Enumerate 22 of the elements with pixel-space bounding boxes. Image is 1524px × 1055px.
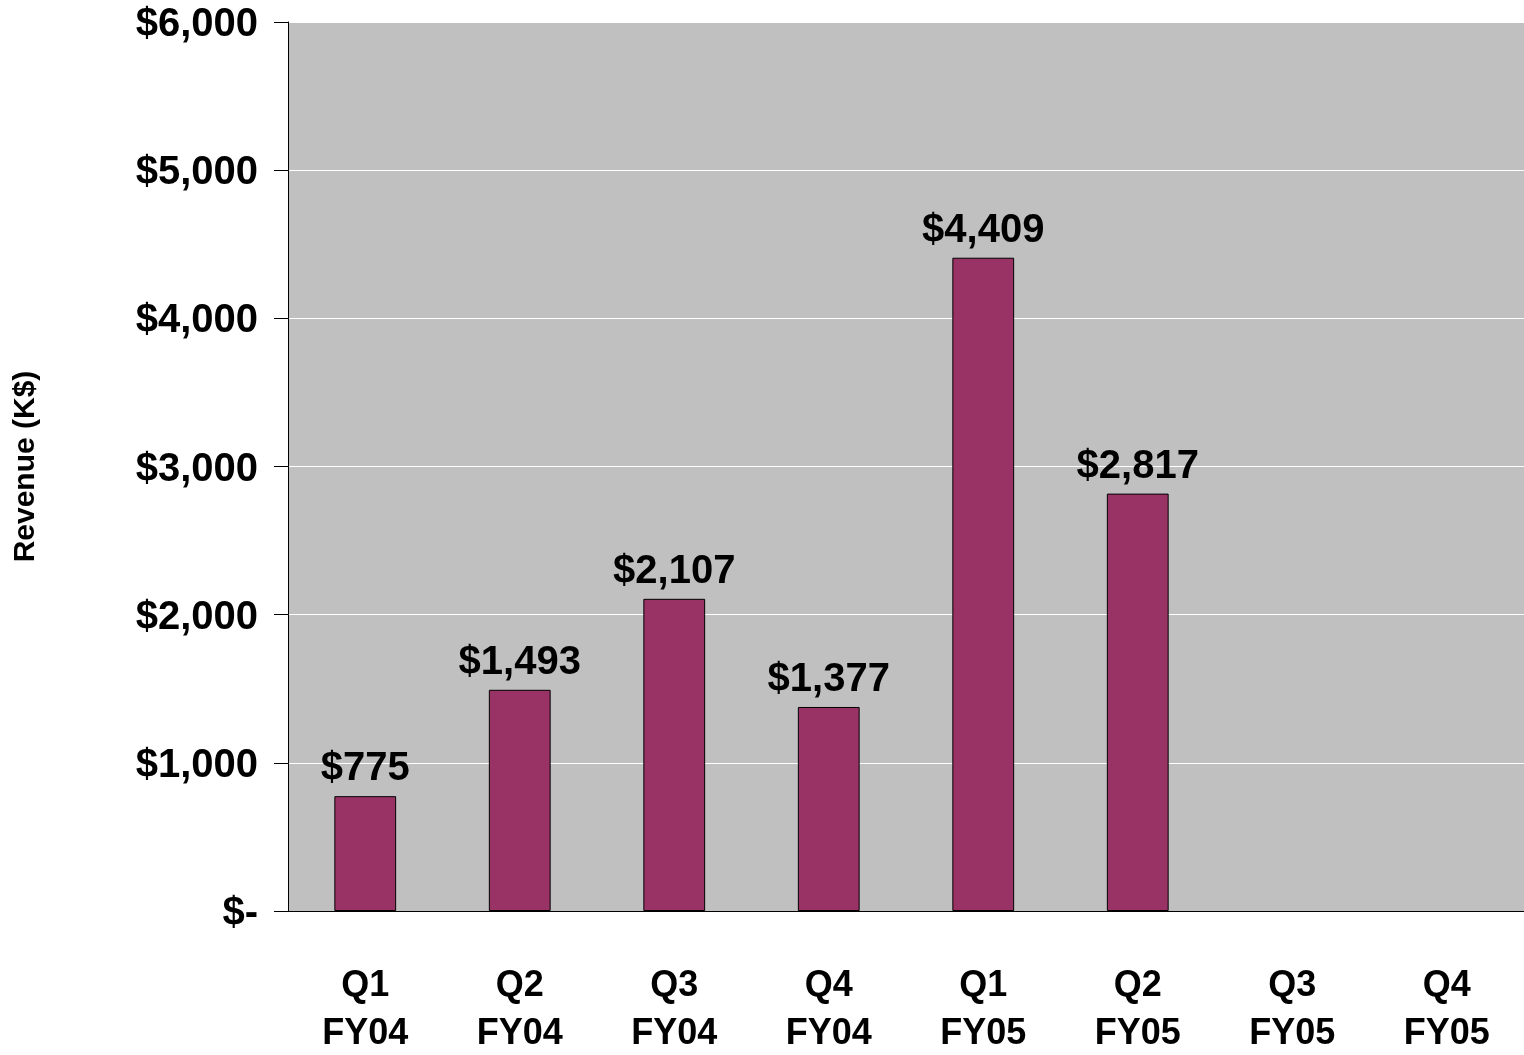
y-tick-label: $2,000: [135, 592, 258, 637]
data-label: $1,493: [458, 637, 581, 682]
y-tick-label: $4,000: [135, 296, 258, 341]
y-tick-label: $-: [222, 889, 258, 933]
data-label: $2,107: [613, 546, 736, 591]
data-label: $775: [320, 744, 410, 789]
y-tick-label: $3,000: [135, 444, 258, 489]
y-tick-label: $1,000: [135, 740, 258, 785]
y-tick-label: $6,000: [135, 0, 258, 44]
data-label: $2,817: [1076, 441, 1199, 486]
x-tick-label: Q1 FY04: [322, 962, 409, 1052]
x-tick-label: Q4 FY05: [1403, 962, 1490, 1052]
x-tick-label: Q3 FY04: [631, 962, 718, 1052]
x-tick-label: Q4 FY04: [785, 962, 872, 1052]
x-tick-label: Q2 FY04: [476, 962, 563, 1052]
data-label: $4,409: [922, 205, 1045, 250]
y-tick-label: $5,000: [135, 148, 258, 193]
x-tick-label: Q3 FY05: [1249, 962, 1336, 1052]
x-tick-label: Q2 FY05: [1094, 962, 1181, 1052]
x-tick-label: Q1 FY05: [940, 962, 1027, 1052]
data-label: $1,377: [767, 654, 890, 699]
y-axis-title: Revenue (K$): [6, 370, 40, 563]
